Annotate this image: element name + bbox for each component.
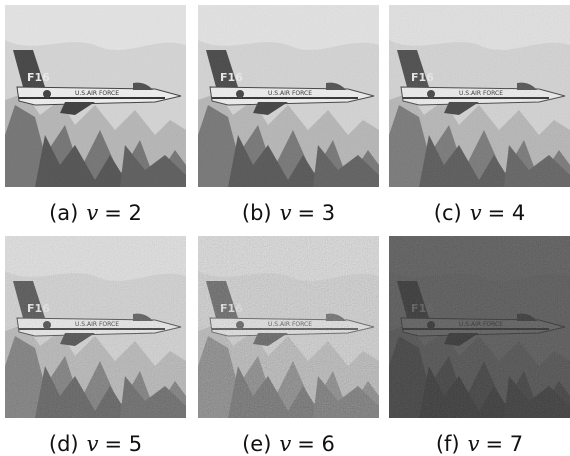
caption-label: (f) — [436, 432, 460, 456]
caption-value: = 7 — [486, 432, 524, 456]
caption-label: (b) — [242, 201, 272, 225]
image — [5, 5, 186, 187]
panel: (a) v= 2 — [5, 5, 186, 225]
caption-variable: v — [468, 432, 480, 456]
panel: (f) v= 7 — [389, 236, 570, 456]
panel: (e) v= 6 — [198, 236, 379, 456]
caption-label: (c) — [434, 201, 462, 225]
caption-variable: v — [280, 201, 292, 225]
caption: (b) v= 3 — [198, 201, 379, 225]
caption-value: = 5 — [104, 432, 142, 456]
caption: (f) v= 7 — [389, 432, 570, 456]
panel: (b) v= 3 — [198, 5, 379, 225]
image — [389, 236, 570, 418]
caption-label: (d) — [49, 432, 79, 456]
image — [389, 5, 570, 187]
image — [198, 236, 379, 418]
caption: (d) v= 5 — [5, 432, 186, 456]
caption-value: = 4 — [488, 201, 526, 225]
image — [5, 236, 186, 418]
caption-label: (e) — [242, 432, 271, 456]
caption-variable: v — [279, 432, 291, 456]
caption: (c) v= 4 — [389, 201, 570, 225]
caption-variable: v — [470, 201, 482, 225]
caption-variable: v — [86, 201, 98, 225]
panel: (d) v= 5 — [5, 236, 186, 456]
caption-value: = 6 — [297, 432, 335, 456]
caption-label: (a) — [49, 201, 78, 225]
panel: (c) v= 4 — [389, 5, 570, 225]
caption-value: = 3 — [297, 201, 335, 225]
caption: (a) v= 2 — [5, 201, 186, 225]
image — [198, 5, 379, 187]
caption-value: = 2 — [104, 201, 142, 225]
caption-variable: v — [87, 432, 99, 456]
page: {"figure": {"panels": [ {"label": "(a)",… — [0, 0, 570, 456]
caption: (e) v= 6 — [198, 432, 379, 456]
